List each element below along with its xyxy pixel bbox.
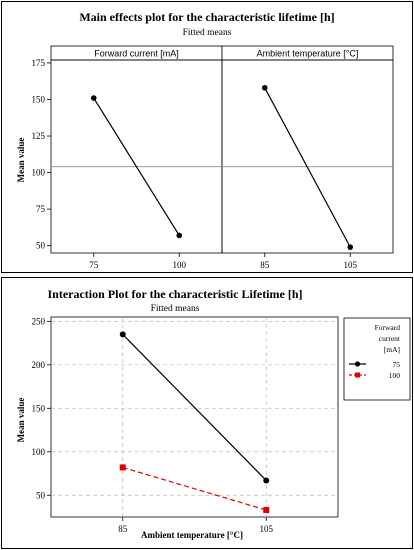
y-tick-label: 75: [36, 204, 46, 214]
panel-label-ambient-temperature: Ambient temperature [°C]: [257, 49, 359, 59]
main-effects-title: Main effects plot for the characteristic…: [79, 10, 334, 24]
y-tick-label: 200: [32, 360, 46, 370]
x-tick-label: 105: [260, 524, 274, 534]
x-tick-label: 85: [260, 260, 270, 270]
y-tick-label: 150: [32, 403, 46, 413]
legend-box: [343, 317, 411, 401]
interaction-title: Interaction Plot for the characteristic …: [47, 287, 302, 301]
legend-marker-75: [354, 361, 361, 367]
legend-label-75: 75: [393, 360, 401, 369]
x-tick-label: 75: [89, 260, 99, 270]
y-tick-label: 50: [36, 490, 46, 500]
data-point-75: [119, 331, 126, 338]
series-line-75: [122, 333, 267, 481]
y-tick-label: 100: [32, 447, 46, 457]
interaction-y-axis-label: Mean value: [16, 398, 26, 443]
x-tick-label: 105: [344, 260, 358, 270]
series-line: [264, 87, 351, 248]
y-tick-label: 125: [32, 131, 46, 141]
panel-plot-ambient-temperature: [221, 59, 394, 254]
legend-label-100: 100: [389, 371, 401, 380]
series-line-100: [122, 466, 267, 511]
legend-title-line-2: current: [379, 334, 401, 343]
data-point-75: [263, 477, 270, 484]
data-point-100: [119, 464, 126, 471]
y-tick-label: 100: [32, 168, 46, 178]
x-tick-label: 85: [118, 524, 128, 534]
y-tick-label: 50: [36, 241, 46, 251]
panel-label-forward-current: Forward current [mA]: [94, 49, 179, 59]
interaction-plot-area: [50, 316, 339, 518]
y-tick-label: 175: [32, 58, 46, 68]
data-point: [90, 95, 97, 101]
main-effects-subtitle: Fitted means: [183, 28, 232, 38]
data-point: [176, 232, 183, 239]
y-tick-label: 150: [32, 94, 46, 104]
data-point: [261, 84, 268, 91]
legend-marker-100: [355, 372, 360, 378]
data-point-100: [263, 507, 270, 514]
legend-title-line-3: [mA]: [384, 345, 400, 354]
y-tick-label: 250: [32, 316, 46, 326]
series-line: [93, 97, 180, 236]
interaction-subtitle: Fitted means: [151, 304, 200, 314]
data-point: [347, 244, 354, 250]
legend-title-line-1: Forward: [375, 323, 401, 332]
main-effects-frame: [1, 1, 413, 273]
main-effects-y-axis-label: Mean value: [16, 138, 26, 183]
x-tick-label: 100: [173, 260, 187, 270]
interaction-x-axis-label: Ambient temperature [°C]: [141, 530, 243, 540]
